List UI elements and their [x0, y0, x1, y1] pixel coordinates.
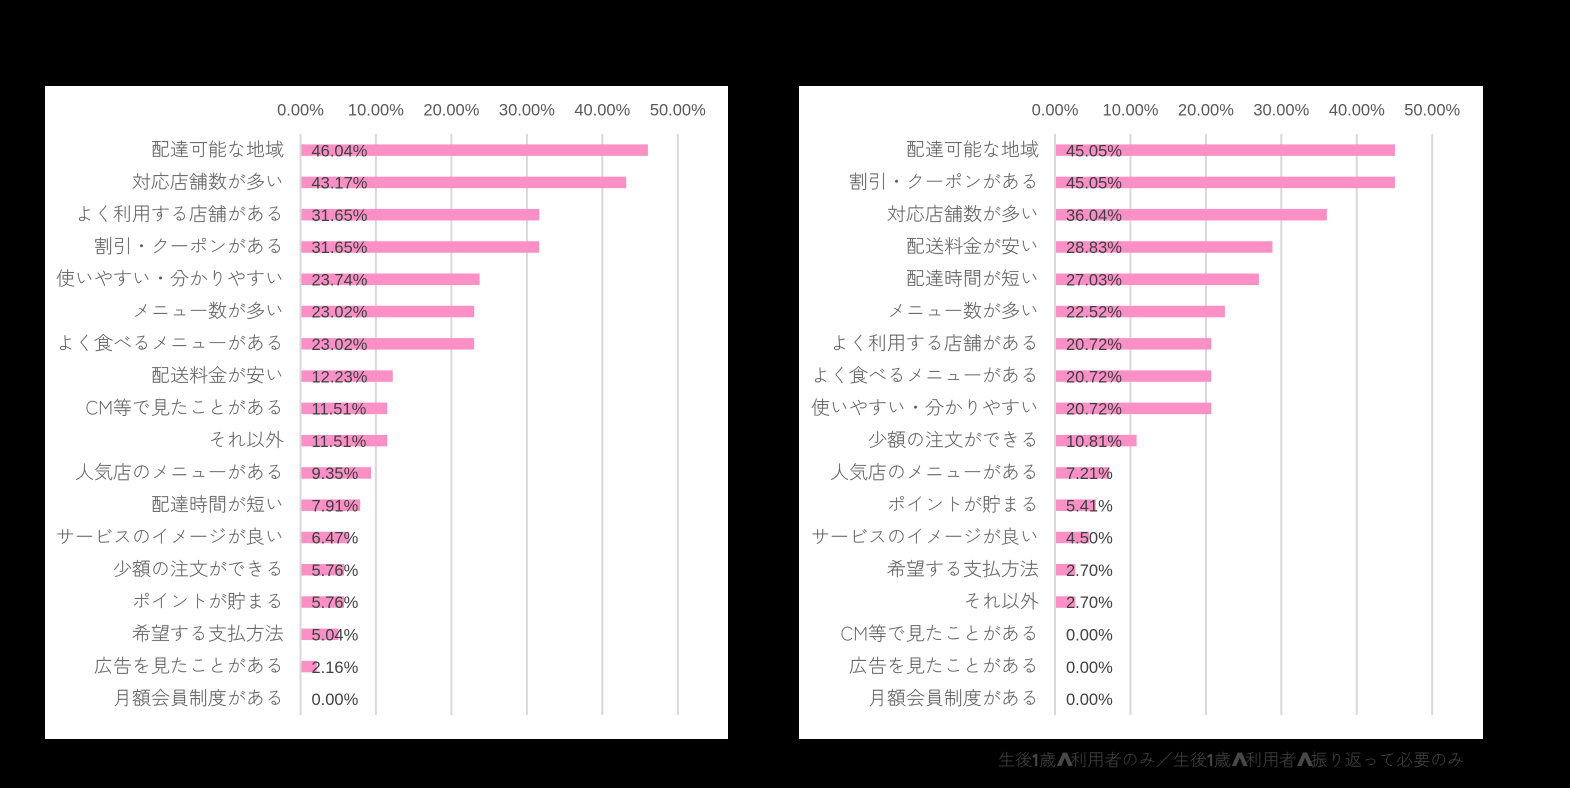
svg-text:11.51%: 11.51%	[312, 433, 367, 451]
svg-text:2.70%: 2.70%	[1066, 562, 1113, 580]
svg-text:36.04%: 36.04%	[1066, 207, 1122, 225]
svg-text:7.91%: 7.91%	[312, 497, 359, 515]
svg-text:45.05%: 45.05%	[1066, 175, 1122, 193]
svg-text:23.74%: 23.74%	[312, 271, 368, 289]
svg-text:0.00%: 0.00%	[1066, 659, 1113, 677]
svg-text:5.04%: 5.04%	[312, 627, 359, 645]
svg-text:20.72%: 20.72%	[1066, 401, 1122, 419]
svg-text:23.02%: 23.02%	[312, 336, 368, 354]
svg-text:0.00%: 0.00%	[312, 691, 359, 709]
svg-text:27.03%: 27.03%	[1066, 271, 1122, 289]
svg-text:4.50%: 4.50%	[1066, 530, 1113, 548]
svg-text:10.81%: 10.81%	[1066, 433, 1122, 451]
svg-text:0.00%: 0.00%	[1066, 627, 1113, 645]
svg-text:28.83%: 28.83%	[1066, 239, 1122, 257]
svg-text:0.00%: 0.00%	[277, 102, 324, 120]
svg-text:20.72%: 20.72%	[1066, 368, 1122, 386]
svg-text:40.00%: 40.00%	[1329, 102, 1385, 120]
svg-text:11.51%: 11.51%	[312, 401, 367, 419]
svg-text:7.21%: 7.21%	[1066, 465, 1113, 483]
svg-text:0.00%: 0.00%	[1032, 102, 1079, 120]
svg-text:22.52%: 22.52%	[1066, 304, 1122, 322]
svg-text:2.16%: 2.16%	[312, 659, 359, 677]
svg-text:0.00%: 0.00%	[1066, 691, 1113, 709]
svg-text:5.41%: 5.41%	[1066, 497, 1113, 515]
svg-text:30.00%: 30.00%	[1253, 102, 1309, 120]
svg-text:12.23%: 12.23%	[312, 368, 368, 386]
svg-text:31.65%: 31.65%	[312, 207, 368, 225]
svg-text:10.00%: 10.00%	[348, 102, 404, 120]
svg-text:9.35%: 9.35%	[312, 465, 359, 483]
svg-text:50.00%: 50.00%	[650, 102, 706, 120]
svg-text:6.47%: 6.47%	[312, 530, 359, 548]
svg-text:5.76%: 5.76%	[312, 594, 359, 612]
svg-text:20.00%: 20.00%	[423, 102, 479, 120]
svg-text:10.00%: 10.00%	[1103, 102, 1159, 120]
svg-text:45.05%: 45.05%	[1066, 142, 1122, 160]
svg-text:20.00%: 20.00%	[1178, 102, 1234, 120]
svg-text:43.17%: 43.17%	[312, 175, 368, 193]
svg-text:23.02%: 23.02%	[312, 304, 368, 322]
svg-text:2.70%: 2.70%	[1066, 594, 1113, 612]
svg-text:30.00%: 30.00%	[499, 102, 555, 120]
svg-text:40.00%: 40.00%	[574, 102, 630, 120]
svg-text:20.72%: 20.72%	[1066, 336, 1122, 354]
svg-text:50.00%: 50.00%	[1404, 102, 1460, 120]
svg-text:5.76%: 5.76%	[312, 562, 359, 580]
svg-text:46.04%: 46.04%	[312, 142, 368, 160]
svg-text:31.65%: 31.65%	[312, 239, 368, 257]
